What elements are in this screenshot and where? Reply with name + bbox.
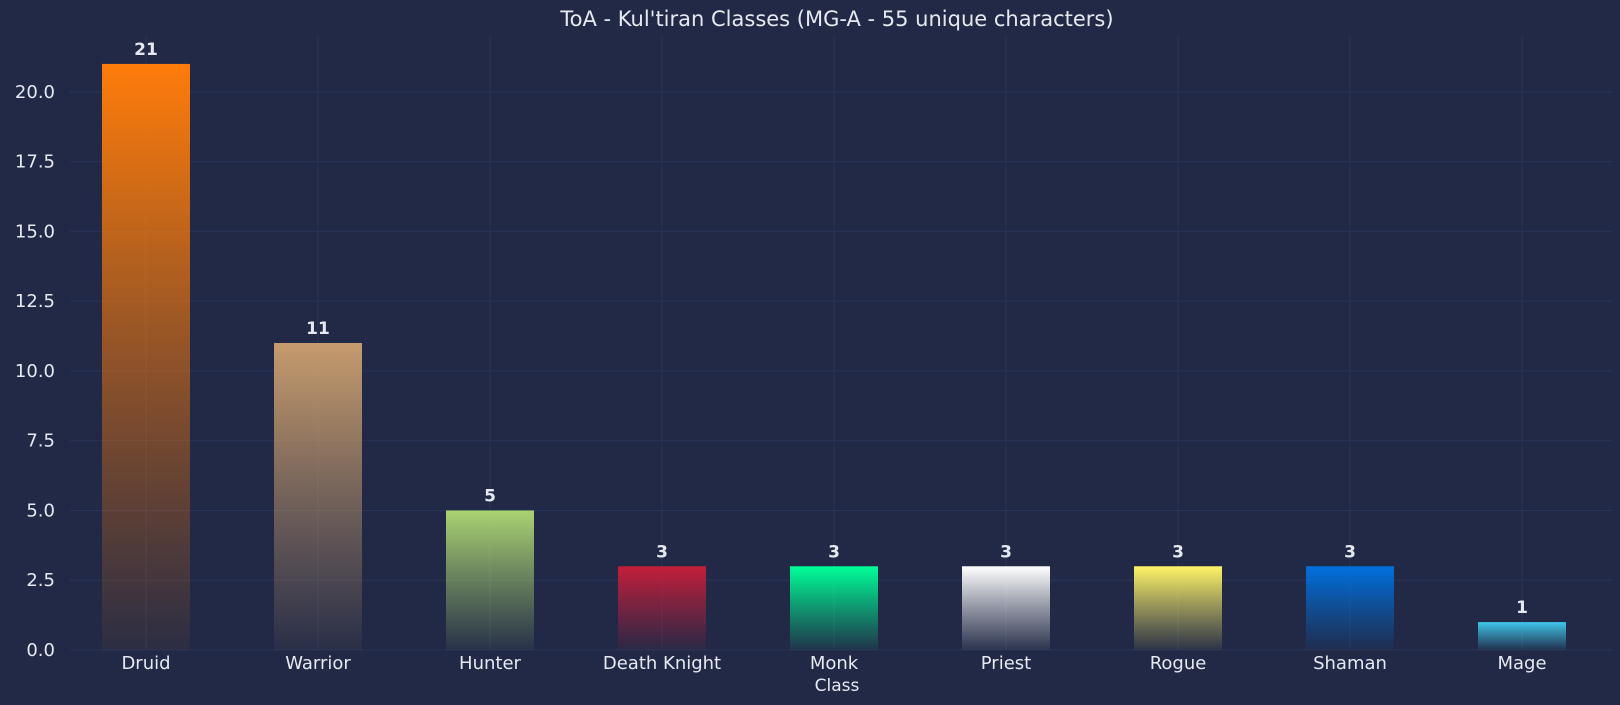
chart-title: ToA - Kul'tiran Classes (MG-A - 55 uniqu… [559, 7, 1113, 31]
y-tick-label: 2.5 [26, 570, 55, 591]
bar-value-label: 11 [306, 319, 330, 339]
x-tick-label: Hunter [459, 653, 521, 674]
x-tick-label: Warrior [285, 653, 351, 674]
y-tick-label: 10.0 [15, 361, 55, 382]
x-tick-label: Monk [810, 653, 859, 674]
bar-death-knight [618, 566, 706, 650]
bar-value-label: 3 [656, 542, 668, 562]
bar-value-label: 5 [484, 486, 496, 506]
bar-value-label: 21 [134, 40, 158, 60]
x-axis-ticks: Druid Warrior Hunter Death Knight Monk Priest… [121, 653, 1546, 674]
data-labels: 21 11 5 3 3 3 3 3 1 [134, 40, 1528, 618]
y-tick-label: 17.5 [15, 152, 55, 173]
bar-value-label: 3 [828, 542, 840, 562]
bar-warrior [274, 343, 362, 650]
x-tick-label: Shaman [1313, 653, 1387, 674]
y-tick-label: 12.5 [15, 291, 55, 312]
x-tick-label: Mage [1497, 653, 1546, 674]
bar-shaman [1306, 566, 1394, 650]
bar-mage [1478, 622, 1566, 650]
bar-priest [962, 566, 1050, 650]
bar-monk [790, 566, 878, 650]
bar-value-label: 1 [1516, 598, 1528, 618]
bar-value-label: 3 [1344, 542, 1356, 562]
y-tick-label: 5.0 [26, 500, 55, 521]
y-tick-label: 20.0 [15, 82, 55, 103]
bar-value-label: 3 [1172, 542, 1184, 562]
bar-druid [102, 63, 190, 650]
x-axis-label: Class [815, 676, 860, 696]
x-tick-label: Priest [981, 653, 1031, 674]
bar-value-label: 3 [1000, 542, 1012, 562]
x-tick-label: Death Knight [603, 653, 721, 674]
y-tick-label: 15.0 [15, 221, 55, 242]
x-tick-label: Druid [121, 653, 170, 674]
bars [102, 63, 1566, 650]
y-axis-ticks: 0.0 2.5 5.0 7.5 10.0 12.5 15.0 17.5 20.0 [15, 82, 55, 661]
x-tick-label: Rogue [1150, 653, 1207, 674]
bar-rogue [1134, 566, 1222, 650]
y-tick-label: 7.5 [26, 431, 55, 452]
y-tick-label: 0.0 [26, 640, 55, 661]
bar-hunter [446, 510, 534, 650]
